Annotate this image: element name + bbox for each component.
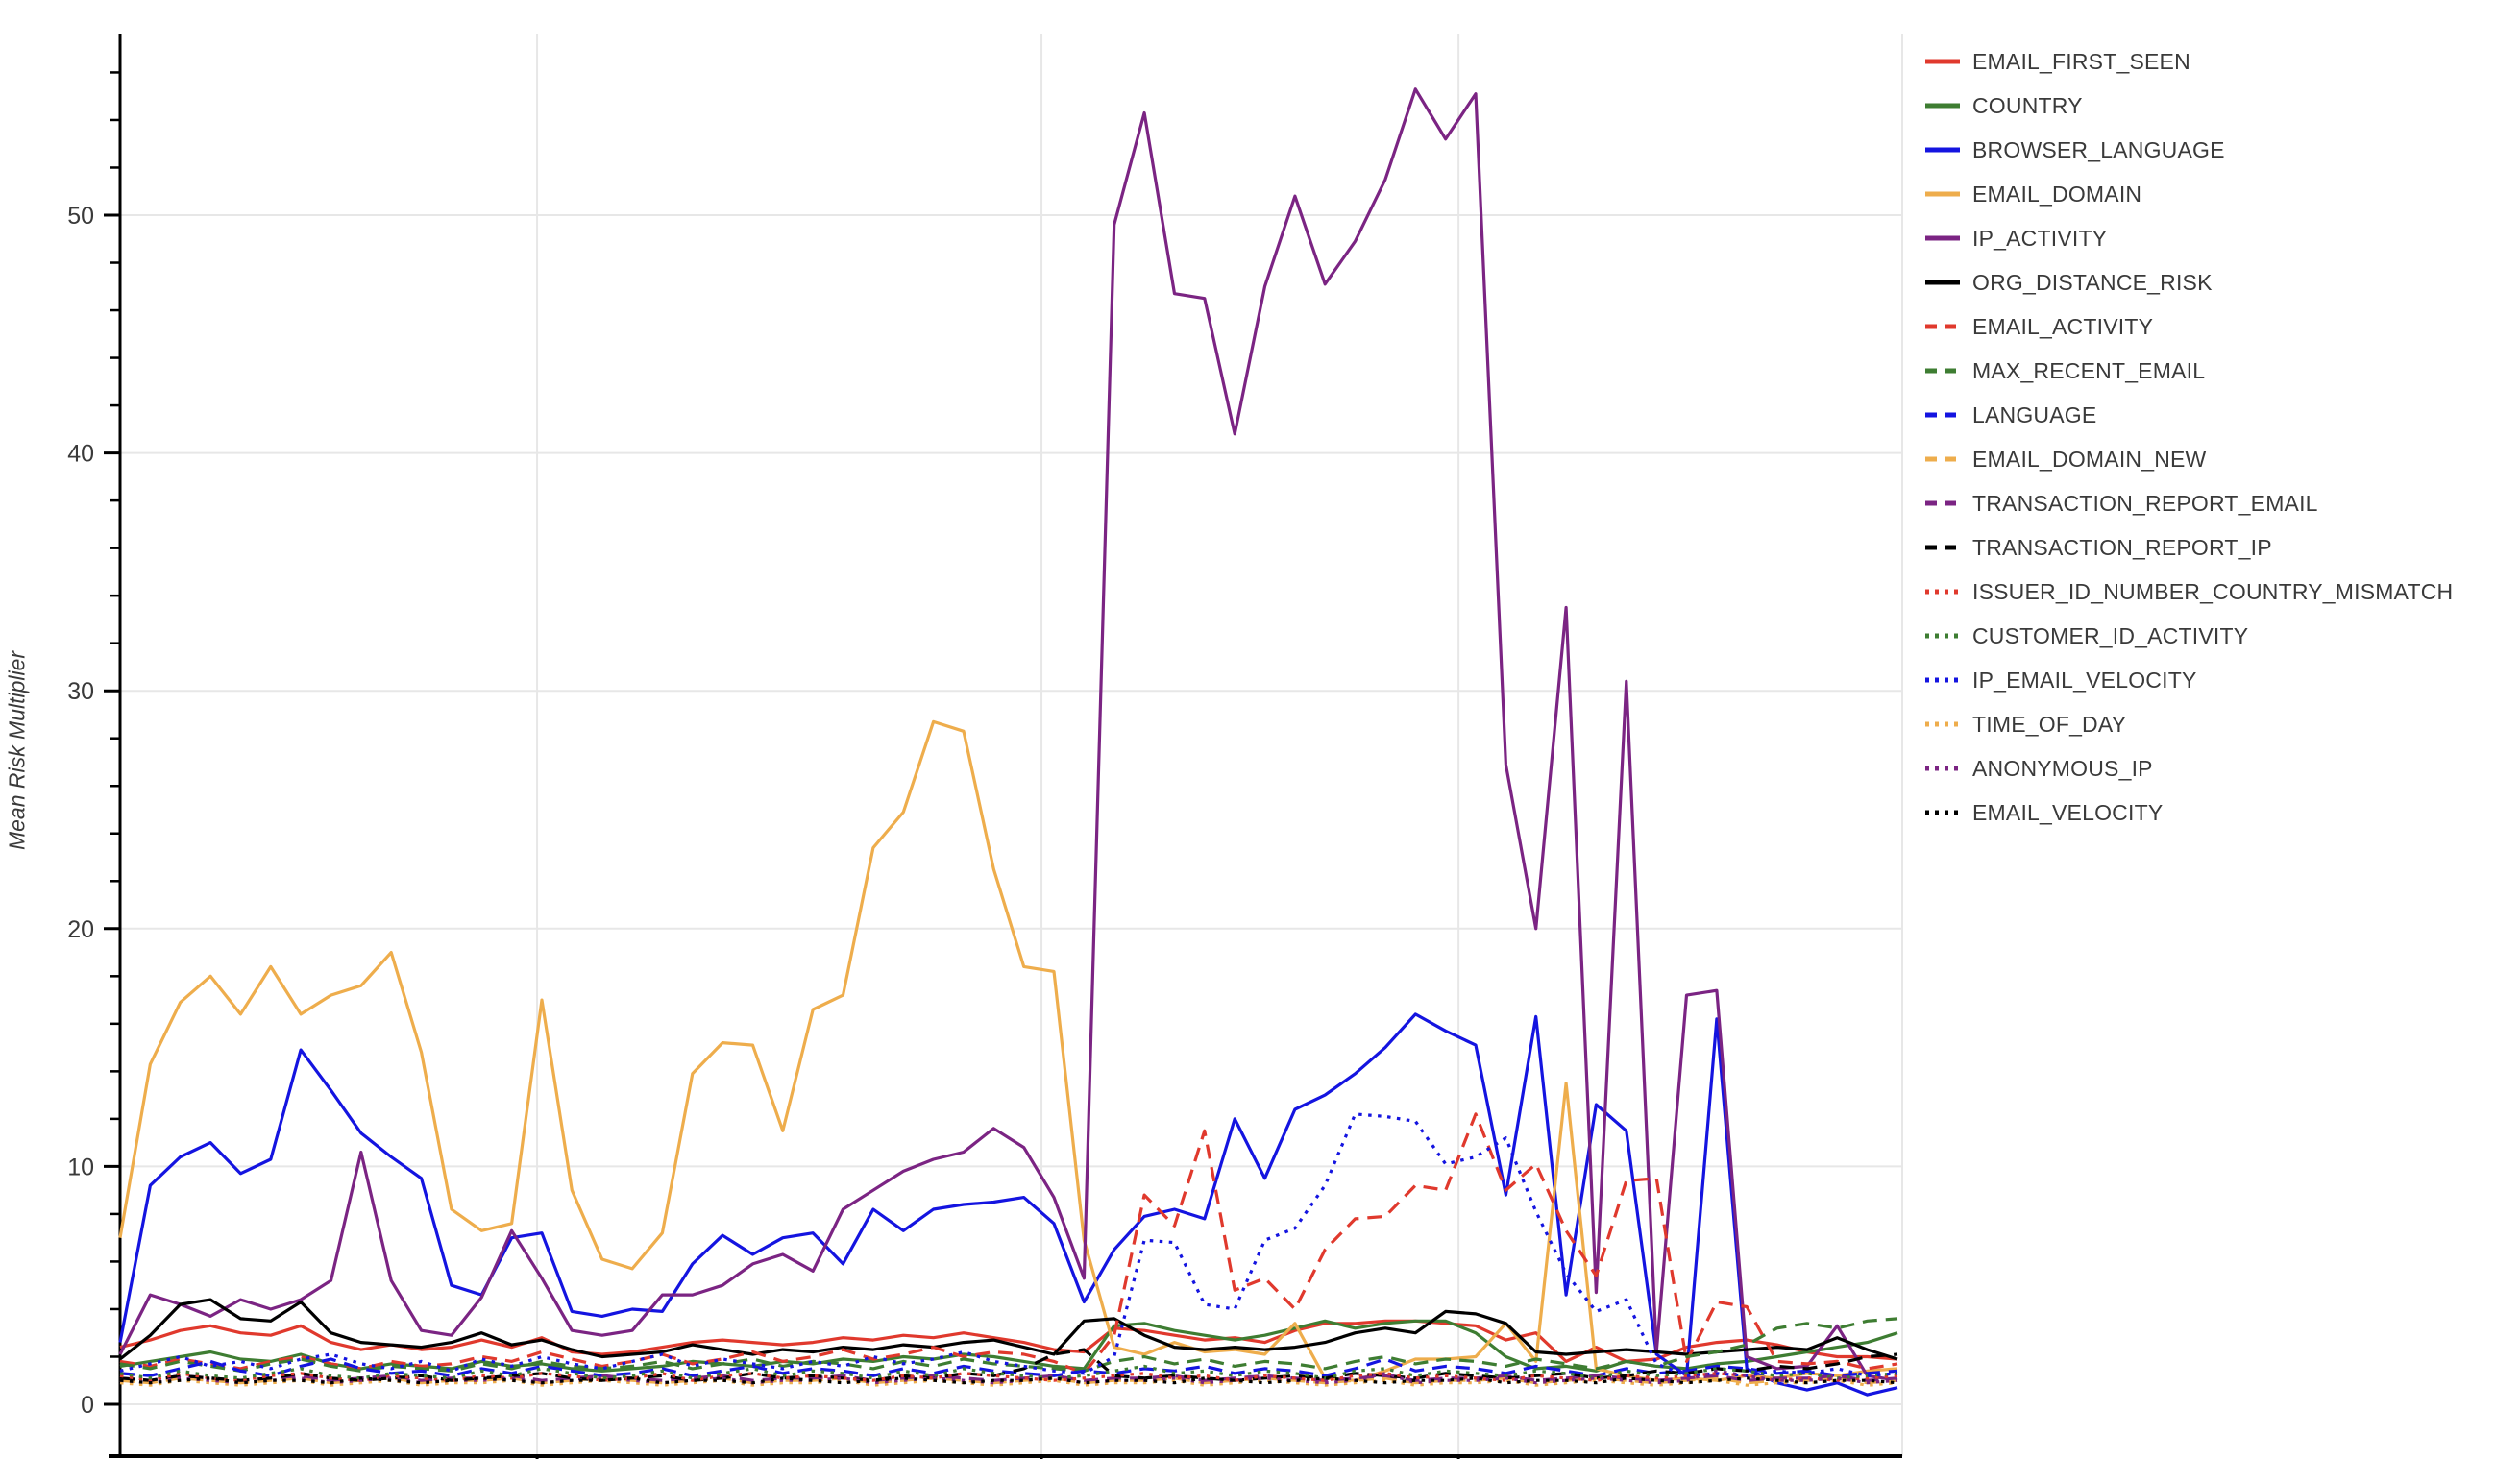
series-line-org-distance-risk	[119, 1298, 1898, 1361]
y-tick-label: 40	[67, 441, 94, 468]
series-line-time-of-day	[119, 1378, 1898, 1387]
legend-swatch-solid-line-icon	[1925, 235, 1960, 241]
legend-swatch-dashed-line-icon	[1925, 500, 1960, 506]
series-line-max-recent-email	[119, 1317, 1898, 1373]
legend-item-transaction-report-ip: TRANSACTION_REPORT_IP	[1924, 525, 2453, 570]
legend-label: EMAIL_DOMAIN_NEW	[1972, 446, 2207, 472]
legend-swatch-dotted-line-icon	[1925, 633, 1960, 639]
legend-swatch-dashed-line-icon	[1925, 412, 1960, 418]
legend-label: ISSUER_ID_NUMBER_COUNTRY_MISMATCH	[1972, 578, 2454, 604]
series-line-customer-id-activity	[119, 1364, 1898, 1380]
legend-swatch-solid-line-icon	[1925, 59, 1960, 64]
series-line-email-activity	[119, 1112, 1898, 1375]
legend-swatch-dotted-line-icon	[1925, 589, 1960, 595]
legend-swatch-solid-line-icon	[1925, 147, 1960, 153]
legend-label: LANGUAGE	[1972, 401, 2097, 427]
legend-label: IP_ACTIVITY	[1972, 225, 2108, 251]
legend-item-ip-activity: IP_ACTIVITY	[1924, 216, 2453, 260]
legend-item-language: LANGUAGE	[1924, 393, 2453, 437]
y-tick-label: 0	[81, 1392, 94, 1419]
series-line-email-domain	[118, 719, 1898, 1382]
y-tick-label: 20	[67, 916, 94, 943]
legend-item-time-of-day: TIME_OF_DAY	[1924, 702, 2453, 746]
legend-swatch-dotted-line-icon	[1925, 810, 1960, 815]
legend-swatch-dotted-line-icon	[1925, 766, 1960, 771]
legend-swatch-dashed-line-icon	[1925, 324, 1960, 329]
legend-label: EMAIL_DOMAIN	[1972, 181, 2142, 207]
legend-item-email-domain: EMAIL_DOMAIN	[1924, 172, 2453, 216]
legend-item-browser-language: BROWSER_LANGUAGE	[1924, 128, 2453, 172]
legend-label: COUNTRY	[1972, 92, 2083, 118]
legend-label: EMAIL_ACTIVITY	[1972, 313, 2154, 339]
legend-label: TRANSACTION_REPORT_IP	[1972, 534, 2272, 560]
legend-item-transaction-report-email: TRANSACTION_REPORT_EMAIL	[1924, 481, 2453, 525]
series-line-email-first-seen	[119, 1319, 1898, 1364]
series-line-browser-language	[118, 1012, 1898, 1397]
legend-item-email-first-seen: EMAIL_FIRST_SEEN	[1924, 39, 2453, 84]
legend-label: BROWSER_LANGUAGE	[1972, 136, 2225, 162]
y-tick-label: 10	[67, 1154, 94, 1180]
legend-label: TIME_OF_DAY	[1972, 711, 2127, 737]
legend-item-ip-email-velocity: IP_EMAIL_VELOCITY	[1924, 658, 2453, 702]
legend-item-org-distance-risk: ORG_DISTANCE_RISK	[1924, 260, 2453, 304]
legend-label: EMAIL_FIRST_SEEN	[1972, 48, 2190, 74]
legend-item-email-velocity: EMAIL_VELOCITY	[1924, 790, 2453, 835]
legend-label: IP_EMAIL_VELOCITY	[1972, 667, 2197, 693]
series-line-anonymous-ip	[119, 1369, 1898, 1385]
legend-item-country: COUNTRY	[1924, 84, 2453, 128]
legend-swatch-dashed-line-icon	[1925, 456, 1960, 462]
legend-label: ORG_DISTANCE_RISK	[1972, 269, 2213, 295]
legend-swatch-solid-line-icon	[1925, 280, 1960, 285]
legend-swatch-solid-line-icon	[1925, 103, 1960, 109]
legend-item-anonymous-ip: ANONYMOUS_IP	[1924, 746, 2453, 790]
legend-swatch-dotted-line-icon	[1925, 677, 1960, 683]
series-line-language	[119, 1357, 1898, 1377]
legend-label: EMAIL_VELOCITY	[1972, 799, 2164, 825]
legend: EMAIL_FIRST_SEEN COUNTRY BROWSER_LANGUAGE E…	[1924, 39, 2453, 835]
series-line-ip-activity	[118, 87, 1898, 1382]
legend-label: TRANSACTION_REPORT_EMAIL	[1972, 490, 2318, 516]
legend-swatch-dashed-line-icon	[1925, 368, 1960, 374]
legend-item-customer-id-activity: CUSTOMER_ID_ACTIVITY	[1924, 614, 2453, 658]
legend-swatch-solid-line-icon	[1925, 191, 1960, 197]
legend-label: MAX_RECENT_EMAIL	[1972, 357, 2206, 383]
y-tick-label: 30	[67, 678, 94, 705]
legend-item-issuer-id-number-country-mismatch: ISSUER_ID_NUMBER_COUNTRY_MISMATCH	[1924, 570, 2453, 614]
legend-label: ANONYMOUS_IP	[1972, 755, 2153, 781]
legend-item-email-domain-new: EMAIL_DOMAIN_NEW	[1924, 437, 2453, 481]
legend-item-email-activity: EMAIL_ACTIVITY	[1924, 304, 2453, 349]
legend-item-max-recent-email: MAX_RECENT_EMAIL	[1924, 349, 2453, 393]
legend-swatch-dashed-line-icon	[1925, 545, 1960, 550]
legend-swatch-dotted-line-icon	[1925, 721, 1960, 727]
y-tick-label: 50	[67, 203, 94, 230]
legend-label: CUSTOMER_ID_ACTIVITY	[1972, 622, 2249, 648]
